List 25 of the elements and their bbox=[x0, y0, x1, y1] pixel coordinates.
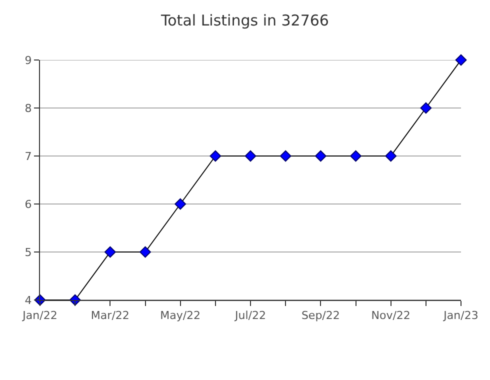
x-tick-label: Jul/22 bbox=[234, 309, 266, 322]
x-tick-label: Nov/22 bbox=[371, 309, 410, 322]
point bbox=[314, 150, 326, 162]
y-tick-label: 5 bbox=[24, 246, 32, 259]
point bbox=[420, 102, 432, 114]
point bbox=[210, 150, 222, 162]
point bbox=[350, 150, 362, 162]
y-tick-label: 9 bbox=[24, 54, 32, 67]
point bbox=[174, 198, 186, 210]
point bbox=[104, 246, 116, 258]
x-tick-label: Mar/22 bbox=[90, 309, 130, 322]
point bbox=[455, 54, 467, 66]
chart-title: Total Listings in 32766 bbox=[160, 12, 329, 30]
y-tick-label: 4 bbox=[24, 294, 32, 307]
y-tick-label: 7 bbox=[24, 150, 32, 163]
point bbox=[385, 150, 397, 162]
x-tick-label: Jan/22 bbox=[22, 309, 58, 322]
x-tick-label: May/22 bbox=[160, 309, 201, 322]
y-tick-label: 8 bbox=[24, 102, 32, 115]
point bbox=[140, 246, 151, 258]
point bbox=[280, 150, 292, 162]
x-tick-label: Jan/23 bbox=[442, 309, 478, 322]
point bbox=[244, 150, 256, 162]
x-tick-label: Sep/22 bbox=[301, 309, 340, 322]
y-tick-label: 6 bbox=[24, 198, 32, 211]
